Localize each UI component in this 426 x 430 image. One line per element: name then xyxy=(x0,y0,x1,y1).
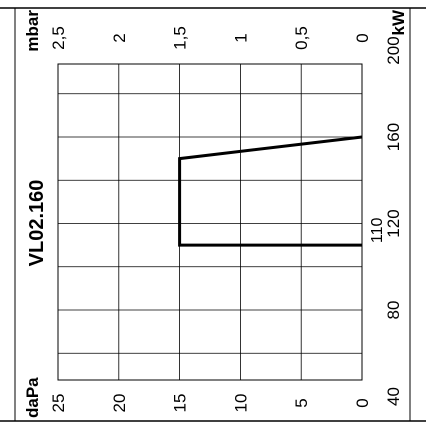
chart-frame xyxy=(0,7,426,422)
mbar-tick-label: 2,5 xyxy=(49,26,68,50)
kw-tick-label: 40 xyxy=(384,387,403,406)
dapa-tick-label: 10 xyxy=(231,394,250,413)
kw-tick-label: 160 xyxy=(384,123,403,151)
kw-tick-label: 200 xyxy=(384,36,403,64)
series-layer xyxy=(178,135,363,247)
kw-tick-label: 120 xyxy=(384,209,403,237)
mbar-tick-label: 1 xyxy=(231,33,250,42)
mbar-unit-label: mbar xyxy=(23,10,42,52)
plot-area xyxy=(57,63,363,381)
dapa-tick-label: 5 xyxy=(292,398,311,407)
dapa-unit-label: daPa xyxy=(23,377,42,418)
dapa-tick-label: 15 xyxy=(171,394,190,413)
dapa-tick-label: 0 xyxy=(353,398,372,407)
dapa-tick-label: 25 xyxy=(49,394,68,413)
mbar-tick-label: 0 xyxy=(353,33,372,42)
grid xyxy=(57,63,363,381)
mbar-tick-label: 2 xyxy=(110,33,129,42)
kw-tick-label: 80 xyxy=(384,301,403,320)
dapa-tick-label: 20 xyxy=(110,394,129,413)
annotation-label: 110 xyxy=(369,218,386,244)
kw-unit-label: kW xyxy=(389,9,408,35)
mbar-tick-label: 1,5 xyxy=(171,26,190,50)
chart-title: VL02.160 xyxy=(26,180,48,267)
series-line xyxy=(178,135,363,247)
labels: 40 80 120 160 200 0 5 10 15 20 25 0 0,5 1 1,5 2 2,5 mbar k… xyxy=(23,9,408,418)
mbar-tick-label: 0,5 xyxy=(292,26,311,50)
